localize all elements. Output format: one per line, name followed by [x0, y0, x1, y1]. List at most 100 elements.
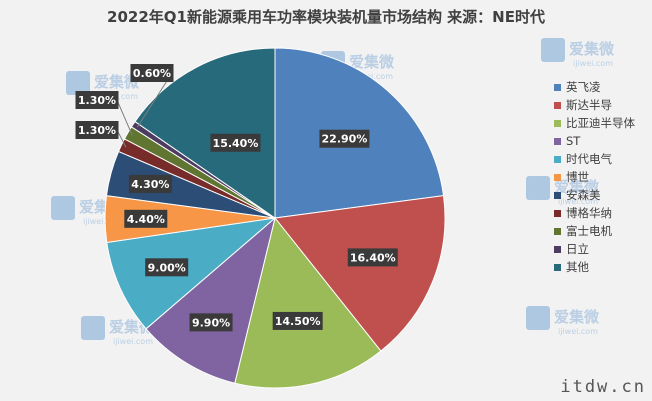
legend-swatch [554, 83, 561, 91]
data-label-text: 9.00% [148, 261, 186, 274]
data-label-7: 4.30% [128, 174, 172, 193]
data-label-5: 9.00% [145, 258, 189, 277]
data-label-6: 4.40% [124, 209, 168, 228]
legend-label: 博格华纳 [566, 206, 612, 220]
watermark-url-text: ijiwei.com [83, 217, 123, 226]
data-label-text: 16.40% [350, 251, 396, 264]
watermark-logo-icon [66, 71, 90, 95]
watermark-logo-icon [51, 196, 75, 220]
chart-title: 2022年Q1新能源乘用车功率模块装机量市场结构 来源：NE时代 [107, 8, 545, 26]
legend-item-8: 博格华纳 [554, 204, 650, 222]
data-label-text: 14.50% [275, 315, 321, 328]
legend-item-4: ST [554, 132, 650, 150]
watermark-logo-icon [541, 38, 565, 62]
data-label-box [319, 129, 370, 148]
leader-line [116, 129, 127, 148]
data-label-box [189, 313, 233, 332]
data-label-box [130, 64, 174, 82]
data-label-text: 1.30% [78, 94, 116, 107]
pie-slice-3 [234, 216, 382, 389]
legend-swatch [554, 155, 561, 163]
data-label-8: 1.30% [75, 121, 119, 139]
data-label-1: 22.90% [319, 129, 370, 148]
pie-slice-4 [145, 216, 276, 384]
legend-item-9: 富士电机 [554, 222, 650, 240]
pie-slice-5 [106, 217, 277, 330]
legend-label: 比亚迪半导体 [566, 116, 635, 130]
legend-label: 安森美 [566, 188, 601, 202]
legend-swatch [554, 209, 561, 217]
legend-item-5: 时代电气 [554, 150, 650, 168]
data-label-text: 4.30% [131, 178, 169, 191]
data-label-text: 0.60% [133, 67, 171, 80]
watermark-url-text: ijiwei.com [558, 197, 598, 206]
data-label-text: 15.40% [213, 137, 259, 150]
legend-swatch [554, 101, 561, 109]
watermark-brand-text: 爱集微 [554, 178, 600, 196]
watermark-logo-icon [81, 316, 105, 340]
watermark-logo-icon [526, 176, 550, 200]
legend-label: 富士电机 [566, 224, 612, 238]
data-label-box [124, 209, 168, 228]
data-label-9: 1.30% [75, 91, 119, 109]
data-labels: 22.90% 16.40% 14.50% 9.90% 9.00% 4.40% 4.30% 1.… [75, 64, 398, 332]
legend-item-10: 日立 [554, 240, 650, 258]
legend-item-3: 比亚迪半导体 [554, 114, 650, 132]
watermark-url-text: ijiwei.com [353, 72, 393, 81]
data-label-3: 14.50% [272, 311, 323, 330]
legend-item-2: 斯达半导 [554, 96, 650, 114]
legend-swatch [554, 245, 561, 253]
data-label-text: 22.90% [322, 133, 368, 146]
legend-label: ST [566, 134, 581, 148]
legend-swatch [554, 227, 561, 235]
data-label-text: 4.40% [127, 213, 165, 226]
legend: 英飞凌斯达半导比亚迪半导体 ST 时代电气博世安森美博格华纳富士电机日立其他 [554, 78, 650, 276]
data-label-box [210, 133, 261, 152]
data-label-4: 9.90% [189, 313, 233, 332]
legend-label: 时代电气 [566, 152, 612, 166]
legend-label: 其他 [566, 260, 589, 274]
data-label-box [75, 121, 119, 139]
legend-swatch [554, 137, 561, 145]
pie-slice-11 [134, 47, 276, 219]
legend-item-11: 其他 [554, 258, 650, 276]
watermark-brand-text: 爱集微 [554, 308, 600, 326]
data-label-box [145, 258, 189, 277]
leader-line [137, 72, 173, 128]
corner-watermark: itdw.cn [560, 377, 646, 397]
legend-swatch [554, 191, 561, 199]
watermark-url-text: ijiwei.com [113, 337, 153, 346]
data-label-2: 16.40% [347, 248, 398, 267]
watermark-brand-text: 爱集微 [569, 40, 615, 58]
data-label-text: 1.30% [78, 124, 116, 137]
legend-label: 日立 [566, 242, 589, 256]
watermark-url-text: ijiwei.com [558, 327, 598, 336]
legend-item-7: 安森美 [554, 186, 650, 204]
legend-swatch [554, 173, 561, 181]
legend-item-1: 英飞凌 [554, 78, 650, 96]
leader-line [116, 99, 133, 136]
data-label-box [128, 174, 172, 193]
data-label-box [347, 248, 398, 267]
watermark-logo-icon [526, 306, 550, 330]
data-label-10: 0.60% [130, 64, 174, 82]
data-label-text: 9.90% [192, 316, 230, 329]
legend-label: 斯达半导 [566, 98, 612, 112]
watermark-brand-text: 爱集微 [94, 73, 140, 91]
legend-swatch [554, 119, 561, 127]
data-label-box [272, 311, 323, 330]
data-label-11: 15.40% [210, 133, 261, 152]
legend-swatch [554, 263, 561, 271]
watermark-url-text: ijiwei.com [573, 59, 613, 68]
pie-slice-2 [274, 195, 446, 352]
leader-lines [116, 72, 173, 148]
legend-label: 英飞凌 [566, 80, 601, 94]
legend-label: 博世 [566, 170, 589, 184]
data-label-box [75, 91, 119, 109]
watermark-brand-text: 爱集微 [349, 53, 395, 71]
